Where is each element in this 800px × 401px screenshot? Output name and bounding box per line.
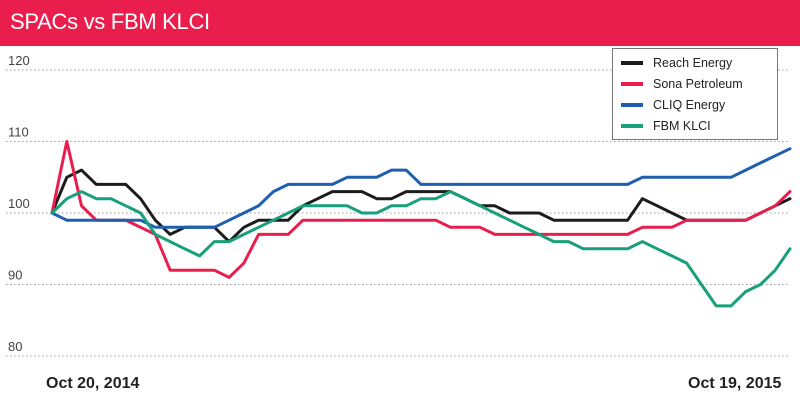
legend-swatch <box>621 103 643 107</box>
legend-item-reach-energy: Reach Energy <box>621 54 732 72</box>
chart-title: SPACs vs FBM KLCI <box>10 9 210 34</box>
legend-label: CLIQ Energy <box>653 98 726 112</box>
legend-item-sona-petroleum: Sona Petroleum <box>621 75 743 93</box>
series-line-fbm-klci <box>50 190 792 308</box>
legend-label: FBM KLCI <box>653 119 711 133</box>
y-tick-label-120: 120 <box>8 53 30 68</box>
x-axis-start-label: Oct 20, 2014 <box>46 375 140 392</box>
legend: Reach Energy Sona Petroleum CLIQ Energy … <box>612 48 778 140</box>
y-tick-label-100: 100 <box>8 196 30 211</box>
title-bar: SPACs vs FBM KLCI <box>0 0 800 46</box>
legend-item-cliq-energy: CLIQ Energy <box>621 96 725 114</box>
x-axis-end-label: Oct 19, 2015 <box>688 375 782 392</box>
y-tick-label-90: 90 <box>8 268 22 283</box>
series-line-cliq-energy <box>50 147 792 229</box>
legend-swatch <box>621 61 643 65</box>
series-line-sona-petroleum <box>50 140 792 279</box>
series-line-reach-energy <box>50 168 792 244</box>
legend-swatch <box>621 82 643 86</box>
legend-item-fbm-klci: FBM KLCI <box>621 117 711 135</box>
legend-swatch <box>621 124 643 128</box>
y-tick-label-80: 80 <box>8 339 22 354</box>
legend-label: Sona Petroleum <box>653 77 743 91</box>
y-tick-label-110: 110 <box>8 125 29 140</box>
legend-label: Reach Energy <box>653 56 733 70</box>
